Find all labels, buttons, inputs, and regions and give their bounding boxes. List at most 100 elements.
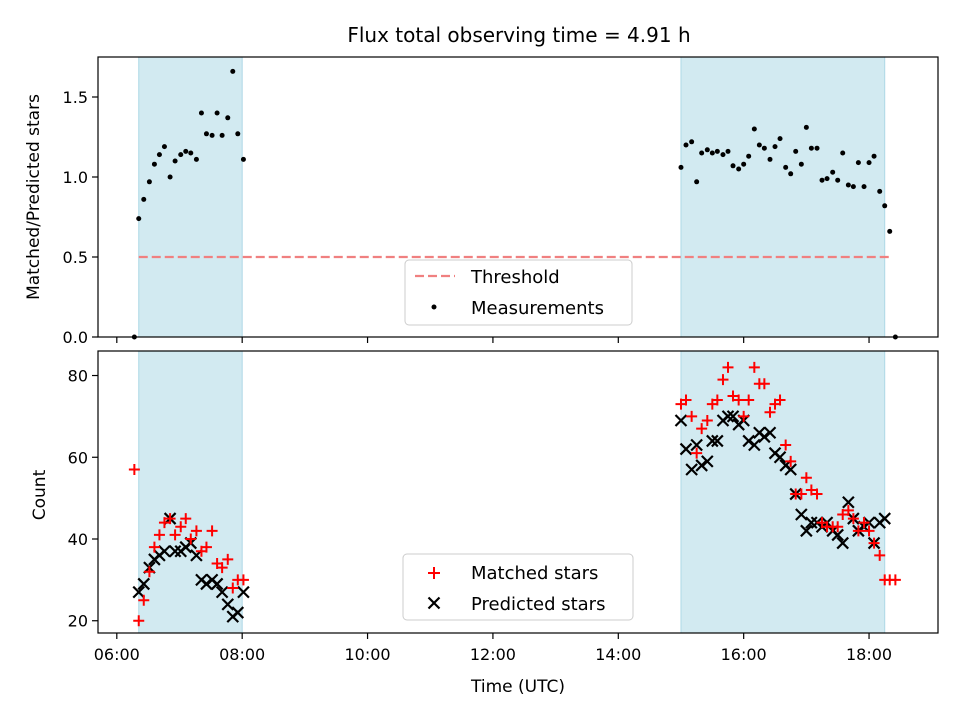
observing-window-2 [680,56,886,338]
matched-star-point [138,594,150,606]
measurement-point [172,158,178,164]
measurement-point [772,144,778,150]
observing-window-2 [680,350,886,634]
matched-star-point [216,562,228,574]
measurement-point [866,160,872,166]
measurement-point [214,110,220,116]
predicted-star-point [878,512,891,525]
matched-star-point [785,455,797,467]
matched-star-point [738,410,750,422]
matched-star-point [190,525,202,537]
predicted-star-point [137,577,151,591]
matched-star-point [691,447,703,459]
matched-star-point [800,472,812,484]
matched-star-point [686,410,698,422]
matched-star-point [780,439,792,451]
measurement-point [136,216,142,222]
measurement-point [141,196,147,202]
measurement-point [714,148,720,154]
x-tick-label: 18:00 [846,645,892,664]
measurement-point [230,68,236,74]
predicted-star-point [748,438,761,452]
legend-predicted-swatch [427,596,441,610]
matched-star-point [133,615,145,627]
matched-star-point [733,394,745,406]
matched-star-point [711,394,723,406]
predicted-star-point [800,524,813,538]
top-panel-frame [97,56,939,338]
measurement-point [855,160,861,166]
predicted-star-point [831,528,844,542]
matched-star-point [222,553,234,565]
measurement-point [183,148,189,154]
y-tick-label: 0.5 [63,248,88,267]
matched-star-point [811,488,823,500]
matched-star-point [837,508,849,520]
measurement-point [819,177,825,183]
matched-star-point [748,361,760,373]
measurement-point [178,152,184,158]
measurement-point [788,171,794,177]
measurement-point [146,179,152,185]
matched-star-point [743,394,755,406]
x-tick-label: 12:00 [470,645,516,664]
observing-window-1 [138,56,243,338]
measurement-point [225,115,231,121]
predicted-star-point [168,544,182,558]
measurement-point [887,228,893,234]
predicted-star-point [721,410,735,423]
measurement-point [736,166,742,172]
measurement-point [746,153,752,159]
measurement-point [678,164,684,170]
matched-star-point [148,541,160,553]
bottom-ylabel: Count [30,469,50,520]
y-tick-label: 80 [68,367,88,386]
matched-star-point [680,394,692,406]
predicted-star-point [685,463,698,476]
measurement-point [845,182,851,188]
measurement-point [803,124,809,130]
matched-star-point [722,361,734,373]
matched-star-point [128,464,140,476]
predicted-star-point [842,495,855,509]
predicted-star-point [215,585,229,599]
predicted-star-point [674,414,688,427]
measurement-point [720,152,726,158]
measurement-point [741,161,747,167]
measurement-point [761,145,767,151]
predicted-star-point [726,410,740,423]
measurement-point [209,132,215,138]
measurement-point [814,145,820,151]
measurement-point [156,152,162,158]
matched-star-point [227,582,239,594]
measurement-point [777,136,783,142]
matched-star-point [758,378,770,390]
matched-star-point [852,525,864,537]
matched-star-point [889,574,901,586]
matched-star-point [863,525,875,537]
measurement-point [835,177,841,183]
predicted-star-point [784,463,797,476]
top-legend-box [404,259,633,326]
matched-star-point [774,394,786,406]
legend-matched-label: Matched stars [471,563,598,584]
bottom-panel: 06:00 08:00 10:00 12:00 14:00 16:00 18:00 20 40 6… [30,350,939,697]
measurement-point [699,150,705,156]
x-tick-label: 08:00 [219,645,265,664]
matched-star-point [717,374,729,386]
matched-star-point [832,521,844,533]
predicted-star-point [132,585,146,599]
predicted-star-point [805,516,818,529]
x-tick-label: 06:00 [94,645,140,664]
measurement-point [783,164,789,170]
matched-star-point [169,529,181,541]
measurement-point [704,147,710,153]
measurement-point [767,156,773,162]
y-tick-label: 20 [68,612,88,631]
measurement-point [235,131,241,137]
measurement-point [219,132,225,138]
predicted-star-point [690,438,703,452]
legend-predicted-label: Predicted stars [471,594,605,615]
measurement-point [850,184,856,190]
